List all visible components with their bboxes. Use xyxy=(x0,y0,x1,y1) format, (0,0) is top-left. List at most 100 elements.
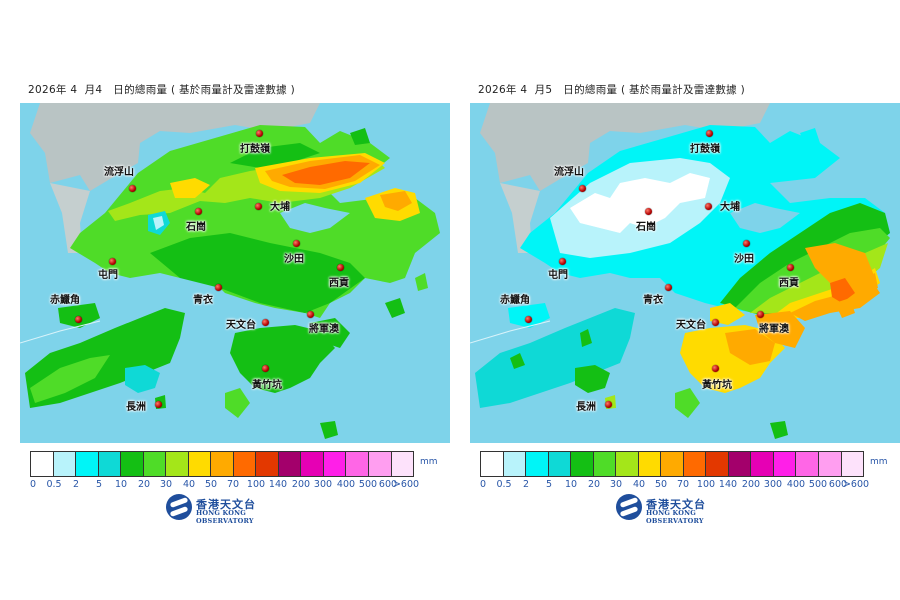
station-label: 青衣 xyxy=(193,295,213,306)
color-legend xyxy=(30,451,414,477)
station-label: 屯門 xyxy=(98,270,118,281)
legend-tick: 140 xyxy=(268,479,288,490)
station-marker xyxy=(337,264,344,271)
station-marker xyxy=(293,240,300,247)
legend-tick: 400 xyxy=(336,479,356,490)
legend-swatch xyxy=(661,452,684,476)
station-label: 大埔 xyxy=(720,202,740,213)
station-label: 天文台 xyxy=(676,320,706,331)
station-marker xyxy=(605,401,612,408)
legend-swatch xyxy=(211,452,234,476)
legend-tick: 200 xyxy=(741,479,761,490)
legend-swatch xyxy=(526,452,549,476)
station-marker xyxy=(712,319,719,326)
station-label: 黃竹坑 xyxy=(252,380,282,391)
legend-tick: 70 xyxy=(676,479,690,490)
legend-swatch xyxy=(391,452,414,476)
legend-tick: >600 xyxy=(392,479,420,490)
legend-tick: 600 xyxy=(828,479,848,490)
station-label: 將軍澳 xyxy=(309,324,339,335)
legend-tick: 40 xyxy=(182,479,196,490)
rainfall-map: 打鼓嶺 流浮山 大埔 石崗 沙田 屯門 西貢 青衣 赤鱲角 天文台 將軍澳 黃竹… xyxy=(470,103,900,443)
station-label: 赤鱲角 xyxy=(500,295,530,306)
station-marker xyxy=(706,130,713,137)
rainfall-panel-day2: 2026年 4 月5 日的總雨量 ( 基於雨量計及雷達數據 ) xyxy=(470,70,900,530)
station-marker xyxy=(195,208,202,215)
rainfall-map: 打鼓嶺 流浮山 大埔 石崗 沙田 屯門 西貢 青衣 赤鱲角 天文台 將軍澳 黃竹… xyxy=(20,103,450,443)
station-marker xyxy=(75,316,82,323)
station-marker xyxy=(705,203,712,210)
panel-title: 2026年 4 月4 日的總雨量 ( 基於雨量計及雷達數據 ) xyxy=(28,84,296,96)
panel-title: 2026年 4 月5 日的總雨量 ( 基於雨量計及雷達數據 ) xyxy=(478,84,746,96)
hko-logo-icon xyxy=(166,494,192,520)
hko-logo: 香港天文台 HONG KONG OBSERVATORY xyxy=(166,494,306,525)
legend-swatch xyxy=(323,452,347,476)
station-label: 赤鱲角 xyxy=(50,295,80,306)
station-label: 天文台 xyxy=(226,320,256,331)
legend-swatch xyxy=(98,452,122,476)
legend-swatch xyxy=(503,452,527,476)
station-label: 石崗 xyxy=(636,222,656,233)
hko-logo-english: HONG KONG OBSERVATORY xyxy=(646,509,704,525)
color-legend xyxy=(480,451,864,477)
legend-tick: 0 xyxy=(29,479,37,490)
legend-swatch xyxy=(548,452,572,476)
legend-tick: 140 xyxy=(718,479,738,490)
legend-swatch xyxy=(278,452,302,476)
legend-tick: 10 xyxy=(564,479,578,490)
station-label: 沙田 xyxy=(734,254,754,265)
legend-swatch xyxy=(121,452,144,476)
legend-swatch xyxy=(346,452,369,476)
legend-tick: 500 xyxy=(358,479,378,490)
legend-swatch xyxy=(256,452,279,476)
station-marker xyxy=(787,264,794,271)
legend-tick: 2 xyxy=(72,479,80,490)
legend-swatch xyxy=(728,452,752,476)
station-label: 將軍澳 xyxy=(759,324,789,335)
station-marker xyxy=(712,365,719,372)
legend-tick: 5 xyxy=(545,479,553,490)
legend-tick: 100 xyxy=(246,479,266,490)
legend-ticks: 0 0.5 2 5 10 20 30 40 50 70 100 140 200 … xyxy=(20,479,440,491)
station-label: 流浮山 xyxy=(554,167,584,178)
station-label: 沙田 xyxy=(284,254,304,265)
legend-tick: 40 xyxy=(632,479,646,490)
legend-swatch xyxy=(683,452,707,476)
map-graphic xyxy=(470,103,900,443)
station-marker xyxy=(665,284,672,291)
station-label: 石崗 xyxy=(186,222,206,233)
legend-swatch xyxy=(31,452,54,476)
legend-swatch xyxy=(706,452,729,476)
station-label: 流浮山 xyxy=(104,167,134,178)
legend-swatch xyxy=(188,452,212,476)
station-marker xyxy=(255,203,262,210)
legend-swatch xyxy=(638,452,662,476)
legend-tick: 20 xyxy=(587,479,601,490)
legend-swatch xyxy=(593,452,617,476)
legend-swatch xyxy=(818,452,842,476)
legend-tick: 10 xyxy=(114,479,128,490)
station-marker xyxy=(559,258,566,265)
station-label: 大埔 xyxy=(270,202,290,213)
legend-swatch xyxy=(773,452,797,476)
legend-swatch xyxy=(841,452,864,476)
station-label: 黃竹坑 xyxy=(702,380,732,391)
station-marker xyxy=(155,401,162,408)
legend-swatch xyxy=(143,452,167,476)
legend-tick: 0 xyxy=(479,479,487,490)
station-label: 打鼓嶺 xyxy=(690,144,720,155)
legend-unit: mm xyxy=(870,457,888,467)
station-marker xyxy=(743,240,750,247)
legend-swatch xyxy=(76,452,99,476)
map-graphic xyxy=(20,103,450,443)
legend-swatch xyxy=(616,452,639,476)
legend-swatch xyxy=(53,452,77,476)
station-marker xyxy=(307,311,314,318)
legend-tick: 30 xyxy=(159,479,173,490)
legend-tick: 100 xyxy=(696,479,716,490)
hko-logo-chinese: 香港天文台 xyxy=(646,498,706,511)
rainfall-panel-day1: 2026年 4 月4 日的總雨量 ( 基於雨量計及雷達數據 ) xyxy=(20,70,450,530)
legend-tick: >600 xyxy=(842,479,870,490)
legend-tick: 50 xyxy=(204,479,218,490)
station-marker xyxy=(579,185,586,192)
